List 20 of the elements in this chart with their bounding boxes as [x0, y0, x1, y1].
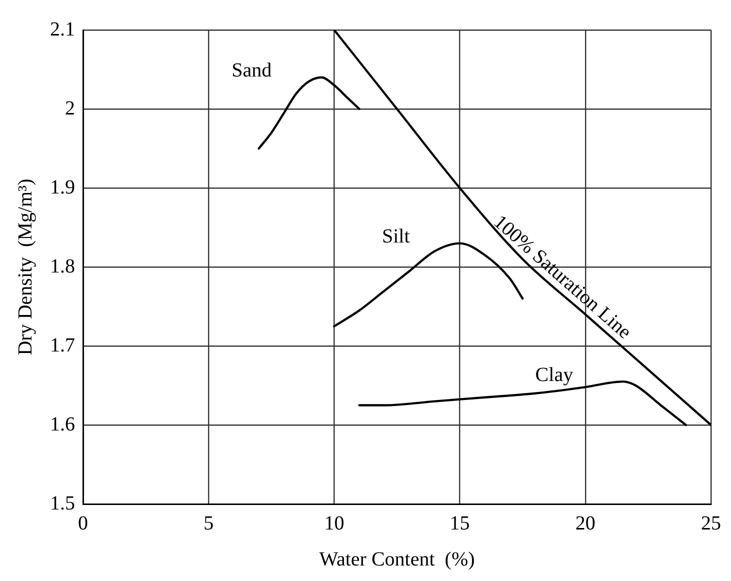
series-label: Clay — [535, 364, 574, 386]
line-series — [333, 30, 711, 426]
series-label: Silt — [382, 226, 410, 248]
x-axis-title: Water Content (%) — [319, 548, 475, 570]
x-tick-label: 10 — [324, 512, 344, 534]
y-tick-label: 1.8 — [50, 255, 75, 278]
x-tick-label: 0 — [78, 512, 88, 534]
y-tick-label: 1.7 — [50, 334, 75, 356]
y-tick-label: 1.6 — [50, 413, 75, 436]
line-series — [258, 76, 360, 150]
y-tick-label: 1.9 — [50, 176, 75, 198]
x-tick-label: 5 — [204, 512, 214, 534]
y-axis-title: Dry Density (Mg/m³) — [14, 178, 36, 356]
y-tick-label: 2 — [65, 97, 75, 120]
series-label: Sand — [232, 60, 272, 82]
x-tick-label: 20 — [575, 512, 596, 534]
y-tick-label: 1.5 — [50, 492, 75, 514]
y-tick-label: 2.1 — [50, 18, 75, 40]
x-tick-label: 15 — [450, 512, 470, 534]
x-tick-label: 25 — [701, 512, 721, 534]
